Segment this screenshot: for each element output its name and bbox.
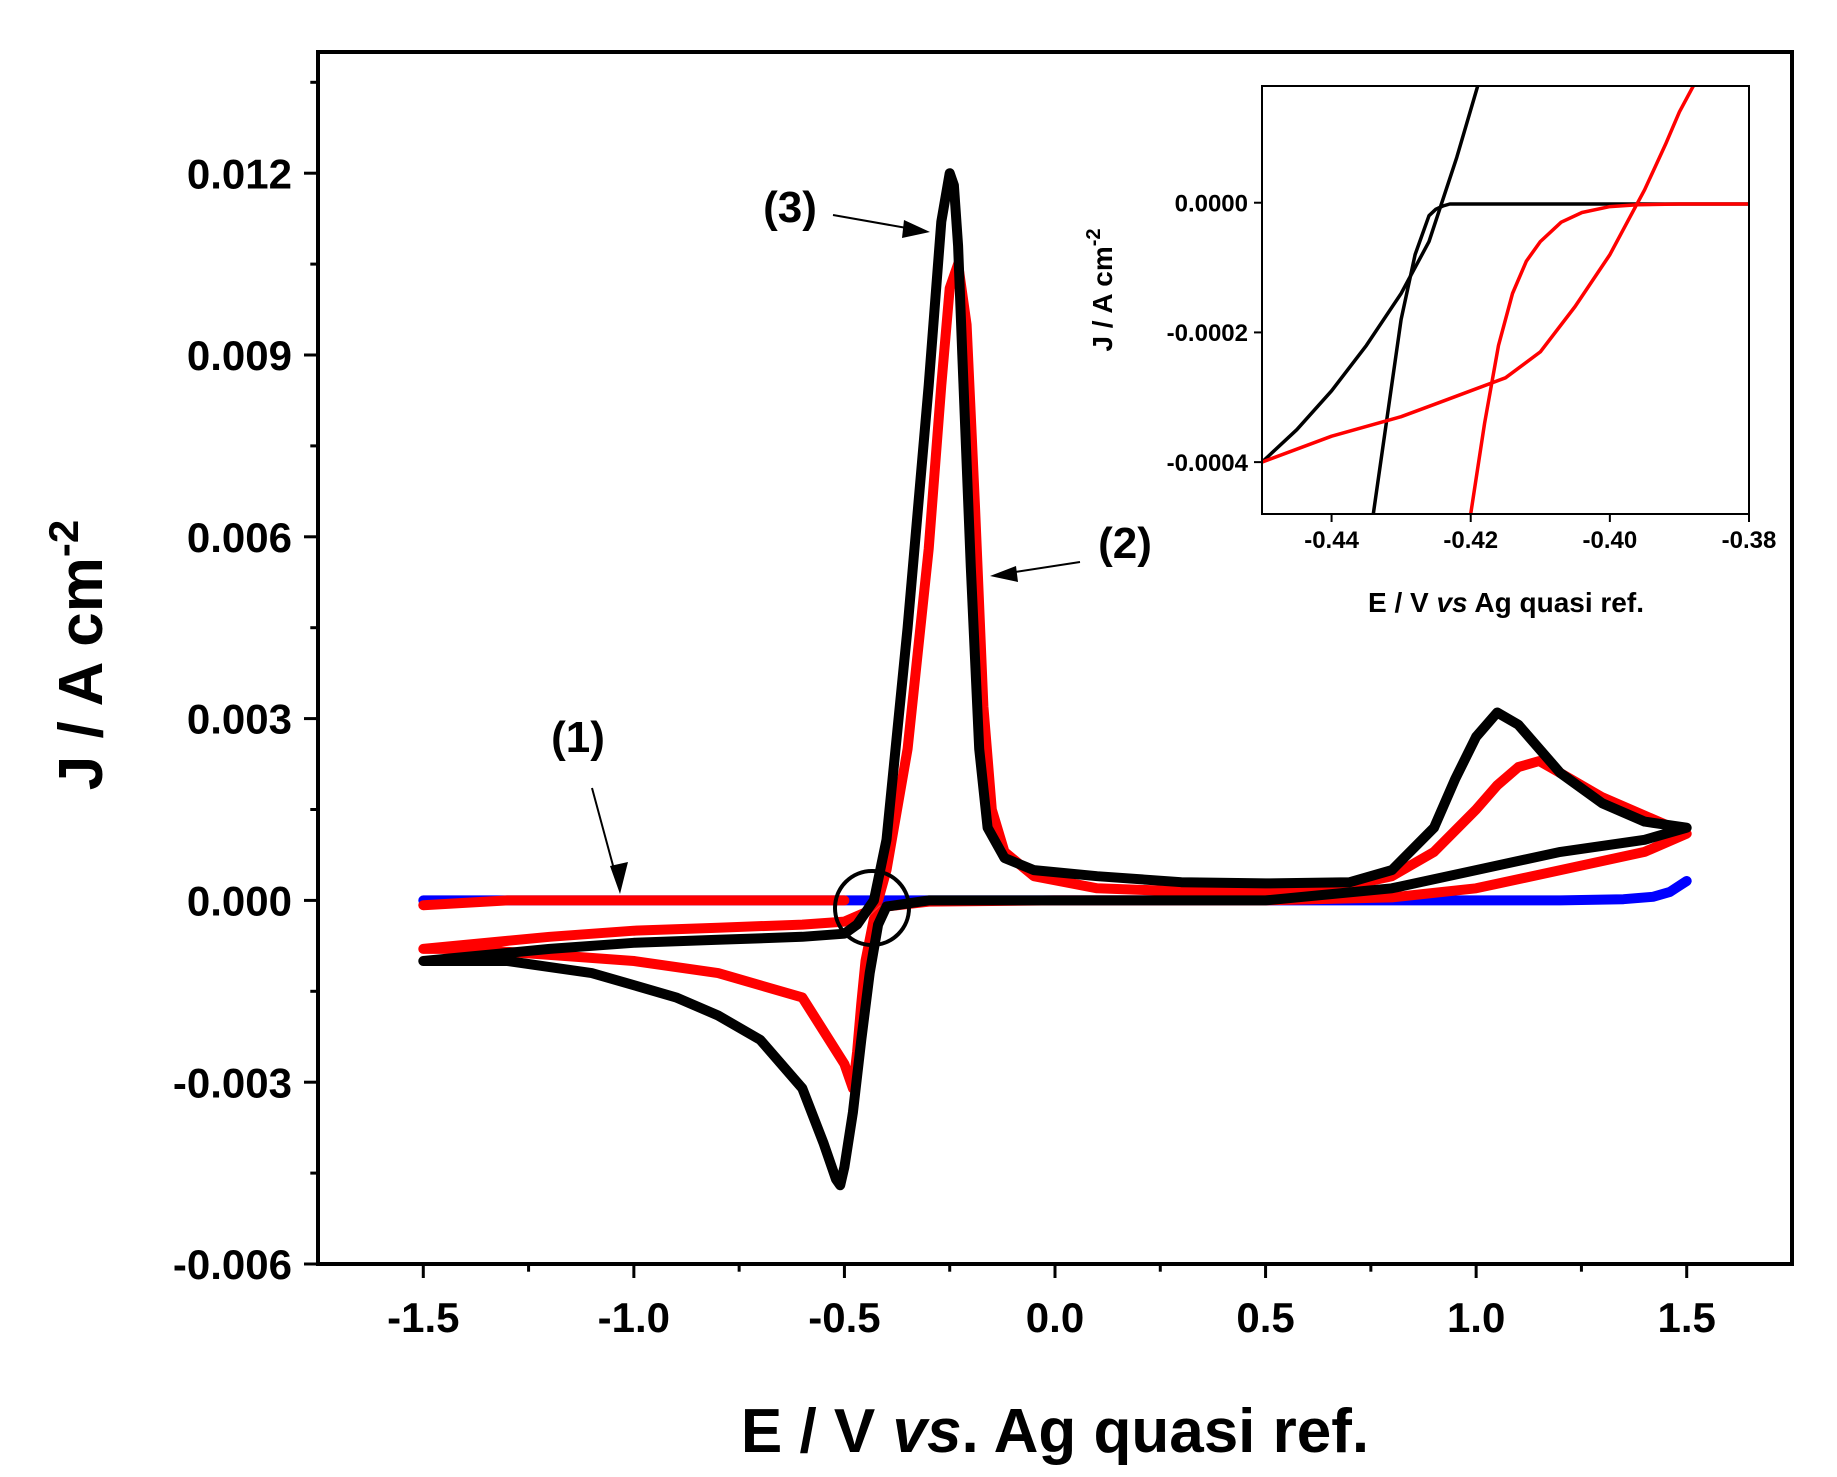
main-x-tick-label: 0.5 (1236, 1294, 1294, 1341)
main-plot: -1.5 -1.0 -0.5 0.0 0.5 1.0 1.5 -0.006 -0.003 0.00… (40, 50, 1794, 1466)
main-series-group (418, 168, 1692, 1191)
inset-x-tick-label: -0.40 (1583, 527, 1638, 554)
inset-y-tick-label: -0.0002 (1167, 320, 1248, 347)
inset-y-axis-label: J / A cm-2 (1083, 228, 1118, 351)
inset-ticks-group: -0.44 -0.42 -0.40 -0.38 -0.0004 -0.0002 0.0000 (1167, 190, 1777, 554)
main-y-axis-label: J / A cm-2 (40, 520, 116, 791)
crossing-point-circle (833, 869, 911, 947)
main-y-tick-label: 0.006 (187, 514, 292, 561)
inset-x-tick-label: -0.38 (1722, 527, 1777, 554)
main-series-line-3 (418, 895, 850, 911)
main-series-line-4 (418, 168, 1692, 1191)
main-y-tick-label: 0.003 (187, 696, 292, 743)
inset-plot: -0.44 -0.42 -0.40 -0.38 -0.0004 -0.0002 0.0000… (1083, 85, 1777, 618)
inset-x-tick-label: -0.44 (1304, 527, 1359, 554)
inset-plot-frame (1261, 85, 1750, 515)
inset-series-line-3 (1468, 202, 1749, 514)
main-x-tick-label: 1.0 (1447, 1294, 1505, 1341)
main-annotations-group: (1) (2) (3) (551, 183, 1152, 947)
inset-x-tick-label: -0.42 (1443, 527, 1498, 554)
main-x-tick-label: 1.5 (1658, 1294, 1716, 1341)
annotation-arrowhead-2 (990, 566, 1018, 582)
main-ticks-group: -1.5 -1.0 -0.5 0.0 0.5 1.0 1.5 -0.006 -0.003 0.00… (173, 80, 1716, 1341)
main-x-axis-label: E / V vs. Ag quasi ref. (741, 1397, 1369, 1466)
annotation-label-3: (3) (763, 183, 817, 232)
main-x-tick-label: -1.5 (387, 1294, 459, 1341)
main-y-tick-label: -0.003 (173, 1059, 292, 1106)
inset-series-line-2 (1262, 86, 1480, 464)
main-y-tick-label: 0.000 (187, 878, 292, 925)
inset-y-tick-label: 0.0000 (1175, 190, 1248, 217)
annotation-label-2: (2) (1098, 519, 1152, 568)
inset-y-tick-label: -0.0004 (1167, 450, 1249, 477)
main-x-tick-label: -0.5 (808, 1294, 880, 1341)
inset-series-group (1262, 86, 1749, 514)
inset-series-line-1 (1371, 202, 1749, 514)
main-plot-frame (316, 50, 1794, 1266)
main-x-tick-label: 0.0 (1026, 1294, 1084, 1341)
main-y-tick-label: 0.012 (187, 150, 292, 197)
main-y-tick-label: 0.009 (187, 332, 292, 379)
inset-plot-background (1262, 86, 1749, 514)
main-x-tick-label: -1.0 (598, 1294, 670, 1341)
annotation-label-1: (1) (551, 713, 605, 762)
inset-x-axis-label: E / V vs Ag quasi ref. (1368, 587, 1644, 618)
inset-series-line-4 (1262, 86, 1696, 464)
annotation-arrowhead-3 (902, 220, 930, 238)
annotation-arrowhead-1 (610, 862, 628, 894)
main-y-tick-label: -0.006 (173, 1241, 292, 1288)
